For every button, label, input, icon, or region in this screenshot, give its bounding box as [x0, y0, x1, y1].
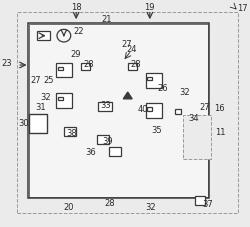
Text: 32: 32: [145, 203, 156, 212]
Text: 39: 39: [103, 136, 114, 146]
Text: 27: 27: [199, 103, 210, 112]
Bar: [146, 73, 162, 88]
Bar: [183, 115, 211, 159]
Bar: [56, 63, 72, 77]
Bar: [146, 103, 162, 118]
Bar: [56, 93, 72, 108]
Bar: [58, 97, 63, 100]
Text: 28: 28: [104, 199, 115, 208]
Text: 21: 21: [102, 15, 112, 24]
Text: 28: 28: [83, 60, 94, 69]
Text: 37: 37: [203, 200, 213, 209]
Text: 22: 22: [73, 27, 84, 36]
Text: 35: 35: [151, 126, 162, 135]
Text: 33: 33: [100, 101, 111, 110]
Text: 26: 26: [158, 84, 168, 93]
Bar: [175, 109, 180, 114]
Text: 17: 17: [236, 4, 247, 13]
Text: 34: 34: [189, 114, 199, 123]
Text: 36: 36: [86, 148, 96, 157]
Bar: [147, 77, 152, 80]
Bar: [98, 102, 112, 111]
Text: 31: 31: [36, 103, 46, 112]
Text: 25: 25: [44, 76, 54, 85]
Bar: [81, 63, 90, 69]
Text: 16: 16: [214, 104, 225, 113]
Bar: [97, 135, 109, 144]
Bar: [37, 31, 50, 40]
Text: 24: 24: [126, 45, 137, 54]
Bar: [17, 12, 238, 213]
Bar: [128, 63, 137, 69]
Bar: [147, 107, 152, 111]
Text: 27: 27: [31, 76, 42, 85]
Text: 29: 29: [70, 50, 81, 59]
Text: 32: 32: [40, 93, 51, 102]
Text: 32: 32: [180, 88, 190, 97]
Bar: [64, 127, 76, 136]
Text: 28: 28: [130, 60, 141, 69]
Bar: [58, 67, 63, 70]
Text: 19: 19: [144, 2, 155, 12]
Text: 11: 11: [215, 128, 226, 137]
Bar: [109, 147, 121, 156]
Text: 38: 38: [66, 129, 77, 138]
Bar: [195, 196, 204, 205]
Text: 18: 18: [71, 2, 82, 12]
Text: 23: 23: [1, 59, 12, 68]
Text: 40: 40: [138, 105, 148, 114]
Bar: [30, 24, 208, 197]
Polygon shape: [123, 92, 132, 99]
Bar: [30, 114, 47, 133]
Text: 27: 27: [121, 39, 132, 49]
Text: 30: 30: [18, 119, 29, 128]
Bar: [28, 23, 209, 198]
Text: 20: 20: [64, 203, 74, 212]
